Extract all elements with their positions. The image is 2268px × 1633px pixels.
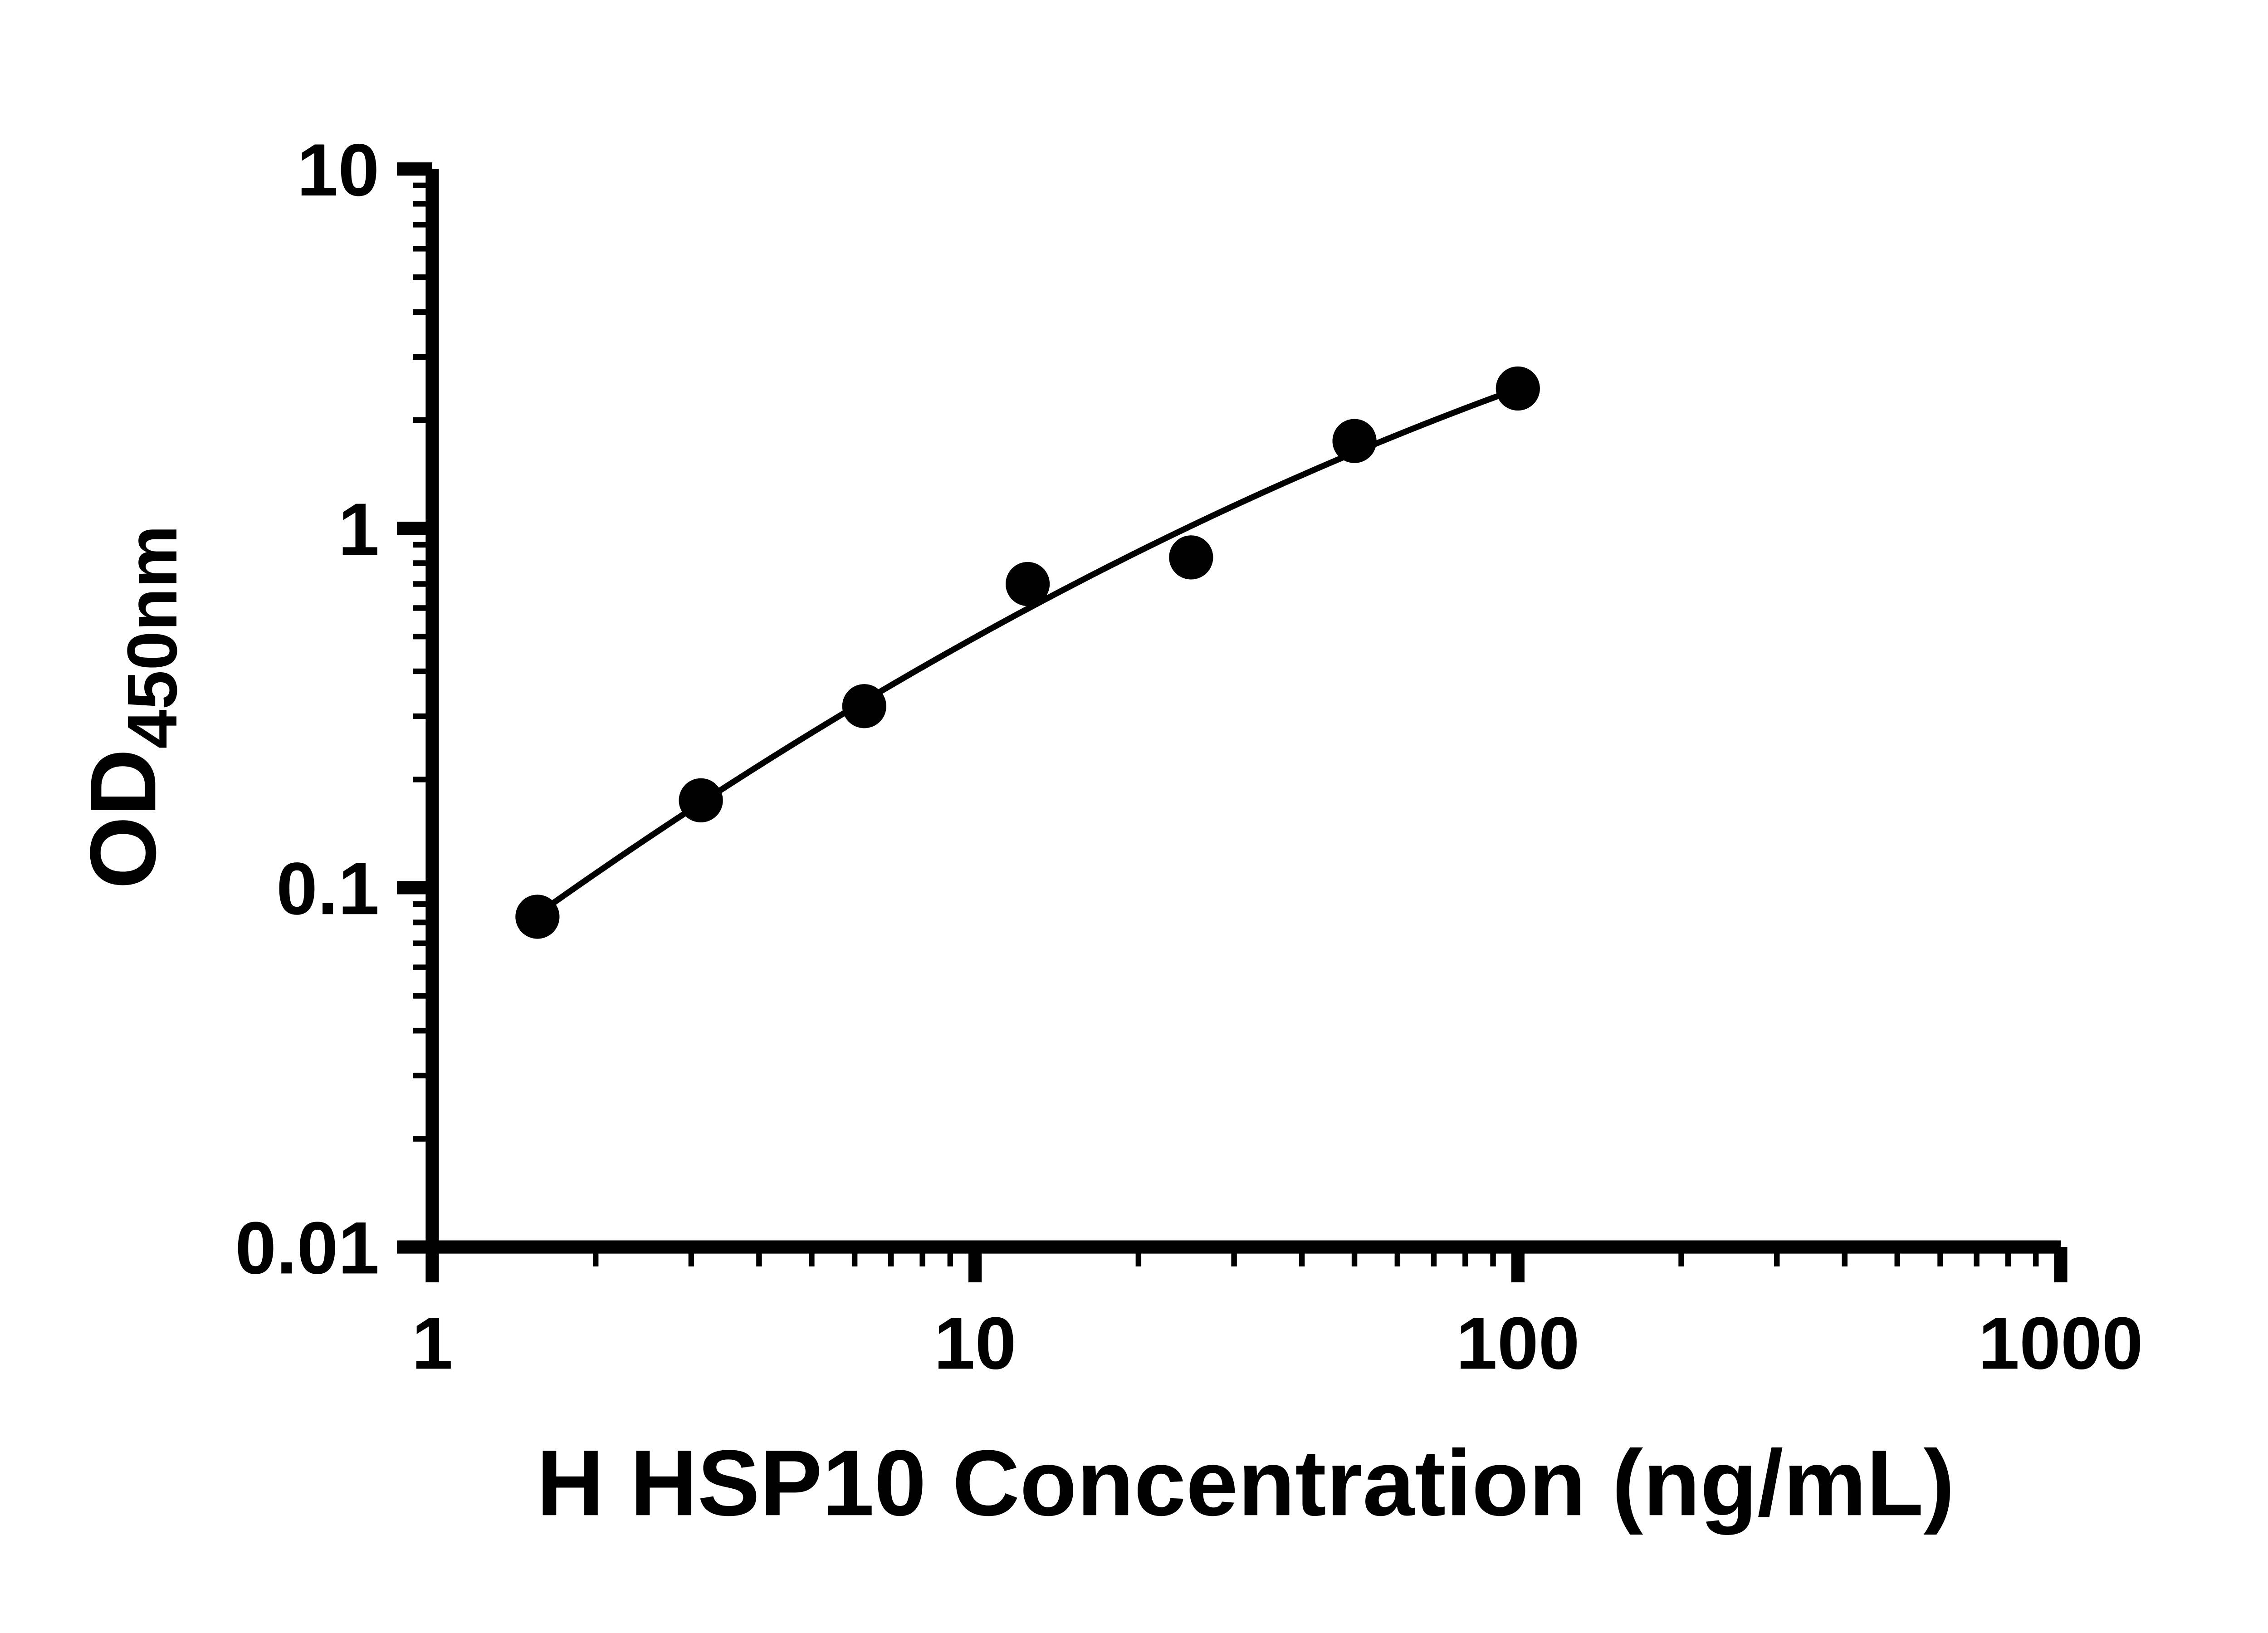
y-tick-label: 10 — [297, 128, 380, 211]
y-axis-title-base: OD — [70, 749, 175, 889]
data-point — [679, 778, 723, 822]
y-tick-label: 0.1 — [276, 847, 379, 930]
y-tick-label: 0.01 — [235, 1206, 379, 1289]
data-point — [1332, 419, 1377, 463]
y-axis-title-subscript: 450nm — [112, 525, 191, 749]
data-point — [1169, 535, 1213, 580]
fit-curve-layer — [536, 386, 1519, 917]
data-points-layer — [515, 366, 1540, 939]
data-point — [1496, 366, 1540, 411]
y-axis-title: OD450nm — [70, 525, 191, 889]
fit-curve-path — [536, 386, 1519, 917]
ticks-layer — [397, 162, 2068, 1282]
x-tick-label: 1 — [412, 1301, 453, 1384]
y-tick-label: 1 — [338, 488, 379, 571]
x-tick-label: 100 — [1456, 1301, 1580, 1384]
data-point — [842, 684, 886, 728]
x-tick-label: 10 — [934, 1301, 1017, 1384]
axis-lines — [425, 169, 2061, 1254]
x-tick-label: 1000 — [1978, 1301, 2143, 1384]
data-point — [515, 895, 560, 939]
tick-labels-layer: 1 10 100 1000 0.01 0.1 1 10 — [235, 128, 2143, 1385]
x-axis-title: H HSP10 Concentration (ng/mL) — [537, 1430, 1955, 1535]
axes-layer — [425, 169, 2061, 1254]
data-point — [1005, 562, 1050, 606]
